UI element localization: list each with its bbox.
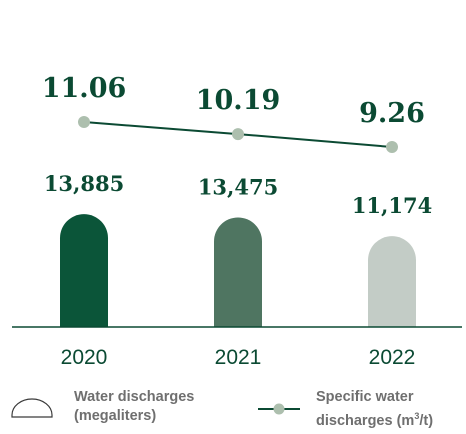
x-tick-label-2022: 2022 bbox=[369, 346, 416, 369]
bar-2022 bbox=[368, 236, 416, 327]
line-with-dot-icon bbox=[258, 403, 300, 415]
bar-value-label-2021: 13,475 bbox=[198, 174, 278, 199]
bar-value-label-2020: 13,885 bbox=[44, 171, 124, 196]
bar-2021 bbox=[214, 217, 262, 327]
legend-item-water-discharges: Water discharges (megaliters) bbox=[10, 388, 194, 426]
x-tick-label-2021: 2021 bbox=[215, 346, 262, 369]
x-axis-tick-labels: 2020 2021 2022 bbox=[61, 346, 416, 369]
line-point-2022 bbox=[386, 141, 398, 153]
x-tick-label-2020: 2020 bbox=[61, 346, 108, 369]
data-labels: 11.06 10.19 9.26 13,885 13,475 11,174 bbox=[42, 73, 432, 218]
half-circle-bar-icon bbox=[11, 398, 53, 418]
line-point-2020 bbox=[78, 116, 90, 128]
legend-label-water-discharges: Water discharges (megaliters) bbox=[74, 389, 195, 424]
line-series bbox=[78, 116, 398, 153]
line-value-label-2021: 10.19 bbox=[196, 85, 281, 116]
legend-label-specific-water-discharges: Specific water discharges (m3/t) bbox=[316, 389, 434, 429]
line-point-2021 bbox=[232, 128, 244, 141]
bars-series bbox=[60, 214, 416, 327]
line-value-label-2022: 9.26 bbox=[359, 98, 425, 129]
line-value-label-2020: 11.06 bbox=[42, 73, 127, 104]
legend-item-specific-water-discharges: Specific water discharges (m3/t) bbox=[258, 388, 433, 431]
bar-value-label-2022: 11,174 bbox=[352, 193, 432, 218]
bar-2020 bbox=[60, 214, 108, 327]
